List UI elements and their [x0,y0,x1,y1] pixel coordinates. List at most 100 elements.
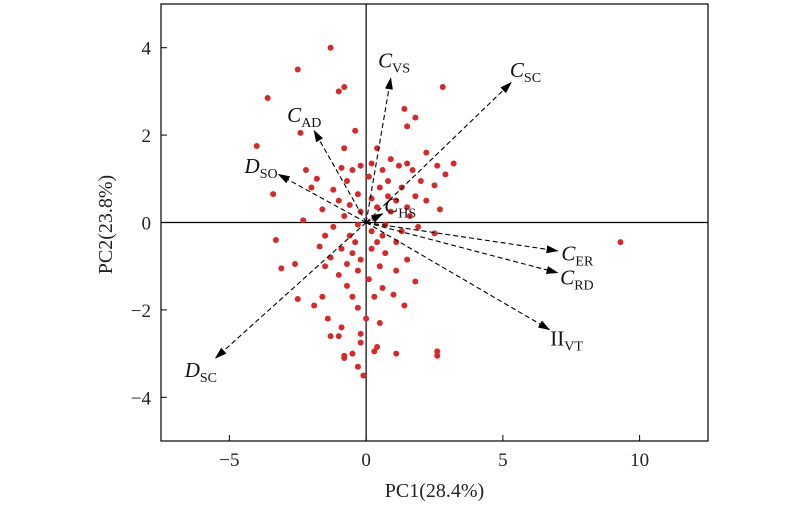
score-point [327,44,334,51]
score-point [385,177,392,184]
score-point [349,350,356,357]
score-point [349,167,356,174]
y-tick-label: 4 [142,39,152,60]
y-tick-label: 2 [142,126,152,147]
loading-label: CRD [560,265,593,293]
score-point [300,217,307,224]
loading-vector [365,213,384,223]
score-point [368,160,375,167]
score-point [406,212,413,219]
score-point [431,230,438,237]
score-point [324,315,331,322]
score-point [393,197,400,204]
score-point [253,143,260,150]
y-tick-label: −4 [131,388,152,409]
score-point [311,302,318,309]
loading-label: DSC [184,358,217,386]
loading-label: CVS [378,49,410,77]
loading-label-sub: VS [392,62,410,77]
score-point [404,256,411,263]
score-point [368,195,375,202]
loading-label-sub: RD [574,278,593,293]
score-point [382,221,389,228]
score-point [357,330,364,337]
score-point [439,84,446,91]
score-point [352,127,359,134]
loading-label: CHS [384,193,416,221]
score-point [387,208,394,215]
score-point [374,204,381,211]
score-point [341,212,348,219]
score-point [434,348,441,355]
score-point [294,295,301,302]
score-point [313,175,320,182]
score-point [393,267,400,274]
score-point [401,105,408,112]
score-point [379,232,386,239]
loading-label-sub: SO [260,167,278,182]
score-point [297,129,304,136]
score-point [341,84,348,91]
y-tick-label: 0 [142,214,152,235]
loading-label: DSO [244,154,278,182]
score-point [417,177,424,184]
score-point [415,223,422,230]
score-point [357,162,364,169]
score-point [335,271,342,278]
score-point [330,186,337,193]
score-point [357,208,364,215]
score-point [376,320,383,327]
score-point [343,177,350,184]
score-point [264,94,271,101]
score-point [363,315,370,322]
score-point [319,206,326,213]
score-point [316,243,323,250]
score-point [294,66,301,73]
score-point [357,339,364,346]
score-point [395,162,402,169]
x-tick-label: 5 [498,450,508,471]
loading-vector [365,77,393,223]
score-point [354,221,361,228]
score-point [335,197,342,204]
score-point [349,250,356,257]
loading-vector [365,81,512,223]
score-point [322,263,329,270]
score-point [423,197,430,204]
score-point [368,245,375,252]
loading-label: CAD [287,103,321,131]
score-point [387,156,394,163]
loading-label-sub: SC [524,71,541,86]
score-point [270,191,277,198]
x-tick-label: −5 [219,450,239,471]
score-point [398,228,405,235]
score-point [322,232,329,239]
loading-vector [313,129,367,223]
y-axis-title: PC2(23.8%) [95,175,117,274]
score-point [404,204,411,211]
score-point [404,123,411,130]
score-point [341,354,348,361]
score-point [382,250,389,257]
score-point [335,88,342,95]
loading-label: IIVT [550,327,583,355]
loading-label-main: C [510,58,525,82]
score-point [412,278,419,285]
loading-label-sub: HS [398,206,416,221]
loading-label-main: D [244,154,260,178]
loading-label-main: II [550,327,564,351]
score-point [423,149,430,156]
loading-label-main: C [378,49,393,73]
loading-label: CER [561,242,594,270]
score-point [434,352,441,359]
score-point [371,348,378,355]
score-point [357,256,364,263]
loading-vector [214,222,367,359]
x-tick-label: 0 [361,450,371,471]
score-point [409,167,416,174]
score-point [376,263,383,270]
score-point [404,160,411,167]
score-point [302,167,309,174]
score-point [338,324,345,331]
